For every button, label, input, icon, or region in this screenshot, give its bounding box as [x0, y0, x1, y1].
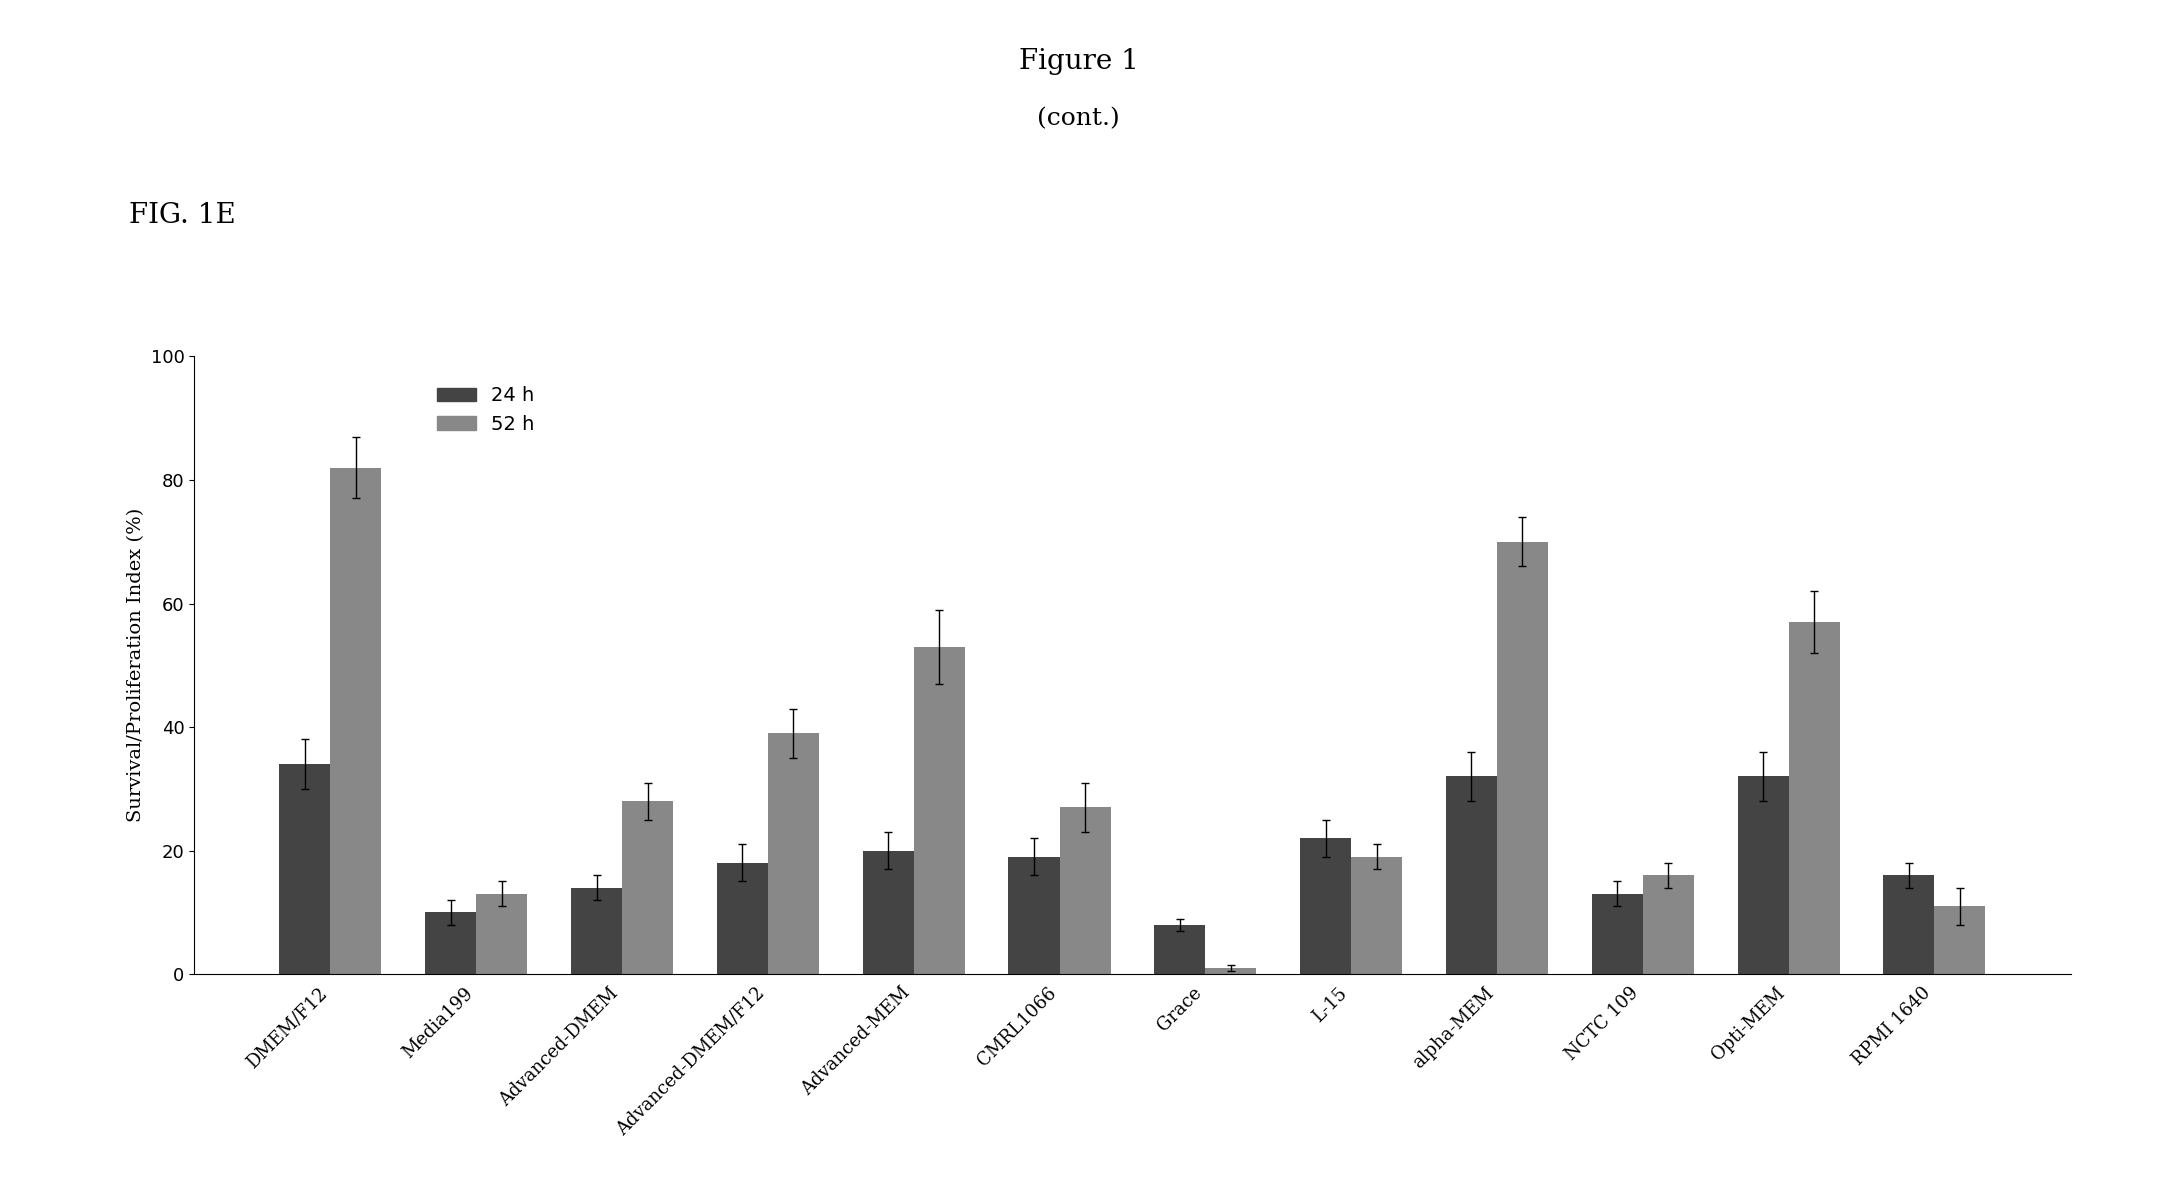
Legend: 24 h, 52 h: 24 h, 52 h	[429, 379, 541, 442]
Bar	[1497, 542, 1549, 974]
Bar	[330, 468, 382, 974]
Text: (cont.): (cont.)	[1038, 107, 1119, 129]
Bar	[1009, 857, 1059, 974]
Bar	[1445, 777, 1497, 974]
Bar	[716, 862, 768, 974]
Y-axis label: Survival/Proliferation Index (%): Survival/Proliferation Index (%)	[127, 508, 145, 822]
Text: Figure 1: Figure 1	[1018, 48, 1139, 75]
Bar	[280, 764, 330, 974]
Bar	[1739, 777, 1788, 974]
Bar	[1301, 839, 1350, 974]
Bar	[477, 893, 526, 974]
Bar	[1788, 623, 1840, 974]
Bar	[915, 646, 964, 974]
Bar	[1154, 924, 1206, 974]
Bar	[572, 887, 621, 974]
Bar	[425, 912, 477, 974]
Bar	[1883, 876, 1935, 974]
Bar	[621, 801, 673, 974]
Bar	[1644, 876, 1693, 974]
Text: FIG. 1E: FIG. 1E	[129, 202, 235, 229]
Bar	[1350, 857, 1402, 974]
Bar	[1059, 808, 1111, 974]
Bar	[1206, 968, 1255, 974]
Bar	[863, 851, 915, 974]
Bar	[1592, 893, 1644, 974]
Bar	[1935, 906, 1984, 974]
Bar	[768, 733, 820, 974]
